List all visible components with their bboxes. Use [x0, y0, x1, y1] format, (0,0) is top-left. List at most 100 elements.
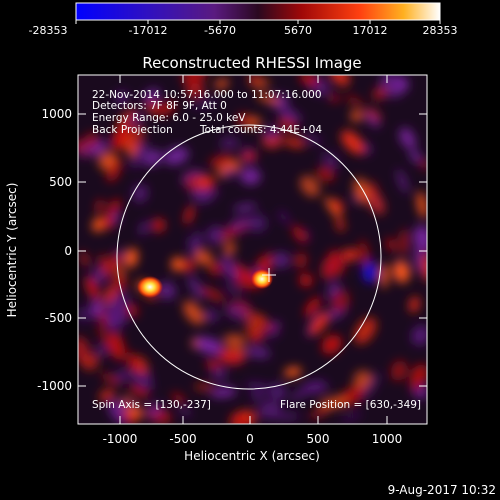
intensity-blob: [247, 214, 267, 232]
intensity-blob: [128, 114, 144, 125]
intensity-blob: [103, 311, 117, 336]
hotspot-center: [251, 269, 273, 289]
intensity-blob: [171, 392, 186, 405]
detectors-label: Detectors: 7F 8F 9F, Att 0: [92, 100, 227, 112]
intensity-blob: [184, 205, 194, 225]
intensity-blob: [110, 274, 127, 292]
colorbar-tick-label: 28353: [423, 24, 458, 37]
colorbar-tick-label: 17012: [353, 24, 388, 37]
intensity-blob: [99, 254, 111, 278]
intensity-blob: [85, 276, 99, 301]
intensity-blob: [282, 108, 296, 117]
intensity-blob: [409, 296, 420, 313]
intensity-blob: [364, 111, 380, 128]
intensity-blob: [233, 203, 258, 212]
x-axis-label: Heliocentric X (arcsec): [184, 449, 320, 463]
intensity-blob: [153, 102, 176, 116]
intensity-blob: [96, 199, 103, 214]
intensity-blob: [302, 380, 328, 394]
intensity-blob: [341, 411, 363, 422]
intensity-blob: [299, 273, 313, 287]
intensity-blob: [413, 225, 427, 252]
plot-frame: [77, 74, 428, 425]
intensity-blob: [199, 189, 219, 204]
intensity-blob: [309, 407, 330, 419]
intensity-blob: [202, 250, 213, 267]
intensity-blob: [223, 167, 237, 179]
colorbar: [75, 2, 441, 21]
intensity-blob: [331, 198, 344, 213]
colorbar-tick-label: -28353: [29, 24, 68, 37]
intensity-blob: [380, 263, 389, 289]
intensity-blob: [115, 288, 131, 310]
total-counts-label: Total counts: 4.44E+04: [199, 124, 322, 136]
intensity-blob: [207, 225, 225, 245]
intensity-blob: [214, 78, 229, 90]
intensity-blob: [327, 249, 345, 276]
colorbar-tick-marks: [75, 20, 441, 24]
intensity-blob: [321, 334, 342, 355]
colorbar-tick-label: -17012: [129, 24, 168, 37]
intensity-blob: [316, 166, 335, 182]
intensity-blob: [283, 137, 306, 148]
intensity-blob: [240, 167, 261, 185]
intensity-blob: [179, 406, 191, 417]
intensity-blob: [396, 169, 409, 194]
intensity-blob: [183, 300, 204, 325]
intensity-blob: [187, 235, 204, 250]
intensity-blob: [129, 154, 144, 169]
method-label: Back Projection: [92, 124, 173, 136]
intensity-blob: [269, 321, 281, 332]
y-tick-label: -1000: [37, 379, 72, 393]
intensity-blob: [318, 396, 349, 410]
hotspots: [137, 269, 273, 298]
intensity-blob: [185, 82, 205, 98]
intensity-map: [78, 75, 427, 424]
intensity-blob: [380, 75, 401, 98]
intensity-blob: [353, 370, 372, 389]
intensity-blob: [399, 127, 416, 149]
intensity-blob: [302, 135, 322, 144]
intensity-blob: [268, 383, 287, 401]
intensity-blob: [309, 311, 330, 336]
axis-tick-marks: [78, 75, 427, 424]
intensity-blob: [100, 372, 120, 385]
intensity-blob: [191, 98, 218, 108]
intensity-blob: [220, 255, 239, 282]
intensity-blob: [98, 151, 117, 170]
intensity-blob: [242, 312, 267, 321]
intensity-blob: [247, 75, 262, 85]
colorbar-tick-label: 5670: [284, 24, 312, 37]
intensity-blob: [329, 75, 350, 86]
intensity-blob: [171, 256, 184, 272]
intensity-blob: [294, 252, 308, 269]
intensity-blob: [416, 191, 427, 219]
intensity-blob: [141, 89, 161, 104]
intensity-blob: [358, 239, 370, 270]
intensity-blob: [211, 366, 228, 382]
intensity-blob: [300, 175, 320, 197]
intensity-blob: [210, 387, 237, 398]
intensity-blob: [78, 142, 92, 158]
y-axis-label: Heliocentric Y (arcsec): [5, 183, 19, 318]
intensity-blob: [335, 216, 346, 232]
intensity-blob: [135, 142, 149, 157]
intensity-blob: [94, 343, 110, 357]
intensity-blob: [273, 413, 301, 420]
intensity-blob: [223, 241, 236, 255]
x-tick-label: 1000: [372, 432, 403, 446]
x-tick-label: 500: [307, 432, 330, 446]
colorbar-tick-label: -5670: [204, 24, 236, 37]
intensity-blob: [341, 130, 365, 155]
intensity-blob: [240, 151, 258, 161]
intensity-blob: [99, 388, 115, 402]
intensity-blob: [409, 365, 427, 392]
intensity-blob: [195, 336, 223, 355]
intensity-blob: [111, 124, 130, 150]
intensity-blob: [258, 400, 282, 419]
intensity-blob: [350, 109, 363, 122]
intensity-blob: [111, 210, 121, 225]
intensity-blob: [124, 248, 138, 268]
intensity-blob: [261, 330, 280, 339]
